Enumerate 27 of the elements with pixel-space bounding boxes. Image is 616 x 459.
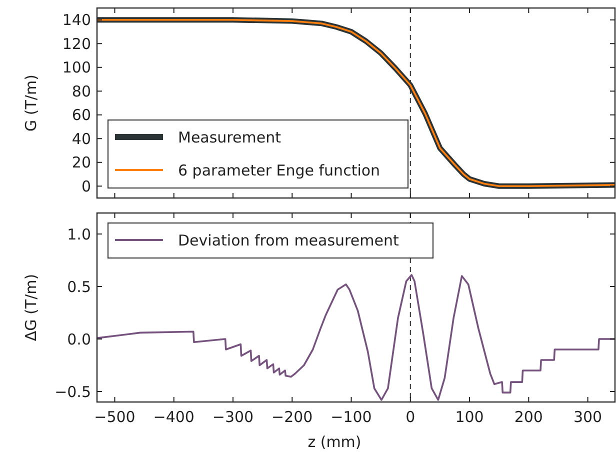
y-tick-label: 40 <box>72 130 91 148</box>
x-tick-label: −300 <box>212 408 254 426</box>
y-axis-title: ΔG (T/m) <box>22 274 40 342</box>
x-tick-label: −500 <box>94 408 136 426</box>
x-tick-label: 0 <box>406 408 416 426</box>
y-tick-label: −0.5 <box>54 382 91 401</box>
y-axis-title: G (T/m) <box>22 74 40 132</box>
y-tick-label: 120 <box>62 34 91 53</box>
y-tick-label: 0.5 <box>67 278 91 296</box>
y-tick-label: 140 <box>62 11 91 30</box>
y-tick-label: 100 <box>62 58 91 77</box>
y-tick-label: 0.0 <box>67 330 91 348</box>
x-tick-label: −400 <box>153 408 194 426</box>
y-tick-label: 60 <box>72 106 91 124</box>
y-tick-label: 0 <box>81 177 91 196</box>
x-tick-label: 300 <box>573 408 602 426</box>
legend-label: Deviation from measurement <box>178 231 399 250</box>
x-axis-title: z (mm) <box>308 433 362 451</box>
y-tick-label: 20 <box>72 154 91 172</box>
x-tick-label: 100 <box>455 408 484 426</box>
y-tick-label: 1.0 <box>67 225 91 244</box>
legend-label: Measurement <box>178 128 282 146</box>
x-tick-label: −200 <box>272 408 313 426</box>
x-tick-label: −100 <box>330 408 372 426</box>
y-tick-label: 80 <box>72 82 91 100</box>
x-tick-label: 200 <box>514 408 543 426</box>
legend-label: 6 parameter Enge function <box>178 161 380 180</box>
